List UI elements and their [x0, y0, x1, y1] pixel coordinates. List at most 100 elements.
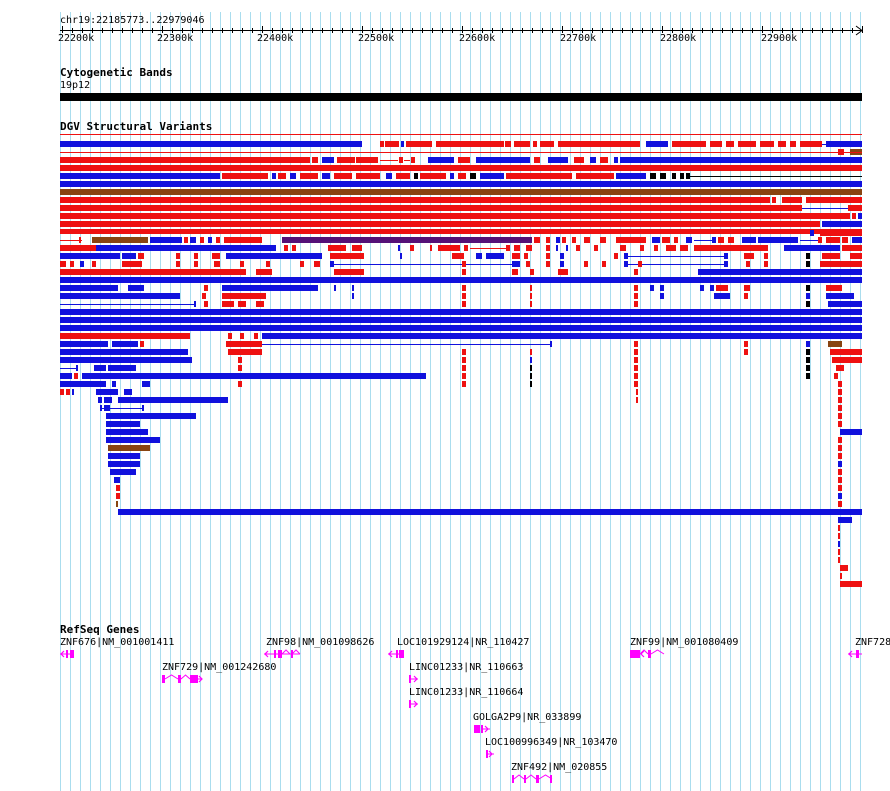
- variant-bar[interactable]: [292, 245, 296, 251]
- variant-bar[interactable]: [96, 389, 118, 395]
- variant-bar[interactable]: [852, 237, 862, 243]
- variant-bar[interactable]: [399, 157, 403, 163]
- variant-bar[interactable]: [634, 285, 638, 291]
- variant-bar[interactable]: [530, 285, 532, 291]
- variant-bar[interactable]: [634, 349, 638, 355]
- variant-bar[interactable]: [420, 173, 446, 179]
- variant-bar[interactable]: [254, 333, 258, 339]
- variant-bar[interactable]: [330, 253, 364, 259]
- gene-exon[interactable]: [474, 725, 480, 733]
- variant-bar[interactable]: [256, 301, 264, 307]
- variant-bar[interactable]: [838, 445, 842, 451]
- gene-exon[interactable]: [162, 675, 165, 683]
- variant-tick[interactable]: [838, 541, 840, 547]
- variant-bar[interactable]: [462, 357, 466, 363]
- variant-bar[interactable]: [462, 381, 466, 387]
- variant-bar[interactable]: [584, 261, 588, 267]
- variant-bar[interactable]: [386, 173, 392, 179]
- variant-bar[interactable]: [438, 245, 460, 251]
- variant-bar[interactable]: [414, 173, 418, 179]
- variant-tick[interactable]: [840, 573, 842, 579]
- gene-label[interactable]: ZNF98|NM_001098626: [266, 637, 375, 648]
- variant-bar[interactable]: [290, 173, 296, 179]
- variant-bar[interactable]: [638, 261, 642, 267]
- variant-bar[interactable]: [92, 261, 96, 267]
- variant-bar[interactable]: [462, 373, 466, 379]
- variant-bar[interactable]: [616, 237, 646, 243]
- variant-bar[interactable]: [652, 237, 660, 243]
- variant-bar[interactable]: [400, 253, 402, 259]
- variant-bar[interactable]: [60, 341, 108, 347]
- variant-bar[interactable]: [746, 261, 750, 267]
- variant-bar[interactable]: [122, 261, 142, 267]
- variant-bar[interactable]: [204, 285, 208, 291]
- variant-bar[interactable]: [282, 237, 532, 243]
- variant-bar[interactable]: [838, 501, 842, 507]
- variant-bar[interactable]: [834, 373, 838, 379]
- variant-bar[interactable]: [838, 397, 842, 403]
- variant-bar[interactable]: [216, 237, 220, 243]
- variant-bar[interactable]: [686, 173, 690, 179]
- variant-bar[interactable]: [634, 301, 638, 307]
- variant-bar[interactable]: [60, 293, 180, 299]
- variant-bar[interactable]: [806, 365, 810, 371]
- variant-bar[interactable]: [322, 173, 330, 179]
- variant-bar[interactable]: [462, 301, 466, 307]
- variant-bar[interactable]: [574, 157, 584, 163]
- variant-bar[interactable]: [238, 381, 242, 387]
- variant-bar[interactable]: [590, 157, 596, 163]
- variant-bar[interactable]: [462, 261, 466, 267]
- variant-bar[interactable]: [60, 373, 72, 379]
- variant-bar[interactable]: [760, 141, 774, 147]
- gene-exon[interactable]: [648, 650, 651, 658]
- variant-bar[interactable]: [806, 197, 862, 203]
- variant-bar[interactable]: [60, 221, 820, 227]
- variant-bar[interactable]: [540, 141, 554, 147]
- variant-bar[interactable]: [512, 269, 518, 275]
- dgv-track-title[interactable]: DGV Structural Variants: [60, 120, 213, 133]
- variant-tick[interactable]: [838, 549, 840, 555]
- variant-bar[interactable]: [548, 157, 568, 163]
- variant-bar[interactable]: [546, 253, 550, 259]
- variant-bar[interactable]: [116, 493, 120, 499]
- variant-bar[interactable]: [506, 245, 510, 251]
- variant-bar[interactable]: [654, 245, 658, 251]
- variant-bar[interactable]: [60, 253, 120, 259]
- variant-bar[interactable]: [512, 253, 520, 259]
- variant-bar[interactable]: [190, 237, 196, 243]
- gene-exon[interactable]: [856, 650, 859, 658]
- variant-bar[interactable]: [634, 357, 638, 363]
- variant-bar[interactable]: [550, 341, 552, 347]
- gene-exon[interactable]: [481, 725, 483, 733]
- variant-bar[interactable]: [411, 157, 415, 163]
- variant-bar[interactable]: [712, 237, 716, 243]
- gene-intron-line[interactable]: [538, 774, 553, 780]
- variant-bar[interactable]: [108, 445, 150, 451]
- variant-bar[interactable]: [838, 493, 842, 499]
- variant-bar[interactable]: [533, 141, 537, 147]
- variant-bar[interactable]: [680, 173, 684, 179]
- variant-bar[interactable]: [224, 237, 262, 243]
- variant-bar[interactable]: [784, 245, 840, 251]
- gene-exon[interactable]: [486, 750, 488, 758]
- variant-bar[interactable]: [526, 261, 530, 267]
- variant-bar[interactable]: [852, 213, 856, 219]
- variant-bar[interactable]: [728, 237, 734, 243]
- variant-bar[interactable]: [118, 509, 862, 515]
- variant-bar[interactable]: [560, 261, 564, 267]
- variant-bar[interactable]: [60, 277, 862, 283]
- variant-bar[interactable]: [838, 517, 852, 523]
- variant-bar[interactable]: [744, 253, 754, 259]
- variant-bar[interactable]: [790, 141, 796, 147]
- variant-bar[interactable]: [614, 253, 618, 259]
- variant-bar[interactable]: [530, 357, 532, 363]
- variant-bar[interactable]: [562, 237, 566, 243]
- variant-bar[interactable]: [600, 237, 606, 243]
- gene-exon[interactable]: [550, 775, 552, 783]
- variant-bar[interactable]: [505, 141, 511, 147]
- variant-bar[interactable]: [672, 173, 676, 179]
- variant-bar[interactable]: [806, 373, 810, 379]
- variant-bar[interactable]: [858, 213, 862, 219]
- variant-bar[interactable]: [124, 389, 132, 395]
- variant-bar[interactable]: [634, 269, 638, 275]
